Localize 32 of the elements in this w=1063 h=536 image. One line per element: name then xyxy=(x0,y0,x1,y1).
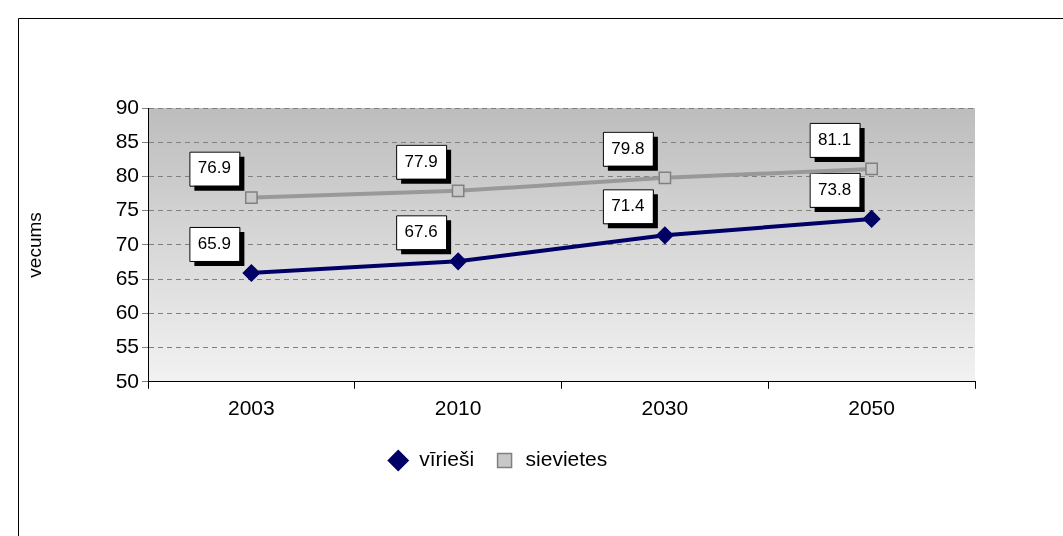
y-tick-label: 90 xyxy=(115,94,139,118)
x-tick-label: 2010 xyxy=(434,396,482,420)
x-tick-label: 2003 xyxy=(228,396,275,420)
y-tick-label: 60 xyxy=(115,300,139,324)
data-label: 76.9 xyxy=(197,158,231,178)
point xyxy=(656,226,674,245)
y-axis-title: vecums xyxy=(23,212,45,278)
data-label: 71.4 xyxy=(611,196,645,215)
point xyxy=(862,210,881,228)
data-label: 67.6 xyxy=(404,222,438,242)
x-tick-label: 2030 xyxy=(641,396,689,420)
data-label: 65.9 xyxy=(197,233,231,253)
point xyxy=(449,252,467,271)
point xyxy=(658,171,672,185)
point xyxy=(865,162,879,176)
y-tick-label: 50 xyxy=(115,368,139,392)
legend-label: sievietes xyxy=(525,447,608,471)
point xyxy=(242,264,261,282)
legend-label: vīrieši xyxy=(419,447,475,471)
data-label: 81.1 xyxy=(818,129,852,149)
y-tick-label: 70 xyxy=(115,231,139,255)
y-tick-label: 65 xyxy=(115,265,139,289)
y-tick-label: 75 xyxy=(115,197,139,221)
x-tick-label: 2050 xyxy=(848,396,895,420)
point xyxy=(451,184,465,198)
y-tick-label: 85 xyxy=(115,129,139,153)
data-label: 77.9 xyxy=(404,151,438,171)
data-label: 79.8 xyxy=(611,138,645,158)
y-tick-label: 80 xyxy=(115,163,139,187)
point xyxy=(244,191,258,205)
data-label: 73.8 xyxy=(818,179,852,199)
y-tick-label: 55 xyxy=(115,334,139,358)
